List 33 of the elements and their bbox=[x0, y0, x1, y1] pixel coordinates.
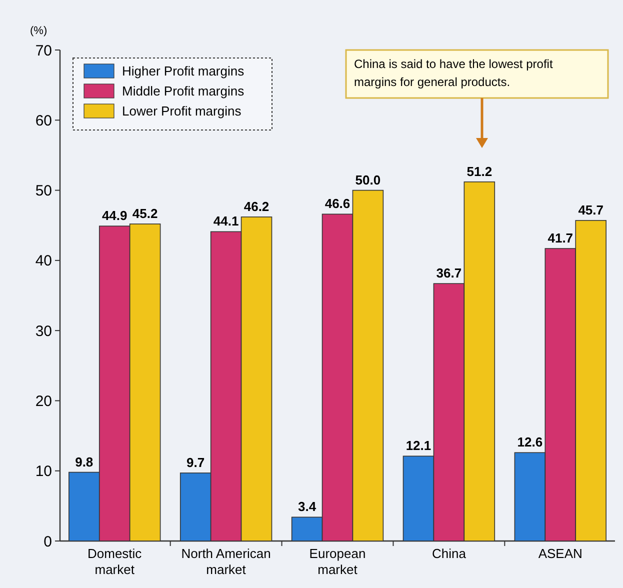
y-tick-label: 60 bbox=[35, 112, 52, 130]
y-tick-label: 30 bbox=[35, 322, 52, 340]
y-axis-title: (%) bbox=[30, 25, 48, 37]
x-tick-label: Domestic market bbox=[88, 546, 142, 577]
x-tick-label: ASEAN bbox=[538, 546, 582, 561]
y-tick-label: 40 bbox=[35, 252, 52, 270]
legend-label: Middle Profit margins bbox=[122, 84, 245, 99]
data-label: 50.0 bbox=[355, 172, 381, 188]
y-tick-label: 70 bbox=[35, 42, 52, 60]
data-label: 44.1 bbox=[213, 214, 239, 229]
data-label: 41.7 bbox=[548, 230, 574, 246]
legend-label: Lower Profit margins bbox=[122, 104, 242, 119]
data-label: 44.9 bbox=[102, 208, 128, 224]
data-label: 46.2 bbox=[244, 198, 270, 214]
y-tick-label: 20 bbox=[35, 392, 52, 410]
x-tick-label: European market bbox=[309, 546, 366, 577]
data-label: 12.6 bbox=[517, 434, 543, 450]
data-label: 45.7 bbox=[578, 202, 604, 218]
y-tick-label: 10 bbox=[35, 463, 52, 480]
x-tick-label: China bbox=[432, 546, 467, 561]
y-tick-label: 50 bbox=[35, 182, 52, 200]
data-label: 46.6 bbox=[324, 196, 350, 212]
data-label: 3.4 bbox=[298, 499, 317, 514]
legend-label: Higher Profit margins bbox=[122, 64, 245, 79]
data-label: 12.1 bbox=[406, 438, 432, 454]
data-label: 45.2 bbox=[132, 206, 158, 221]
annotation: China is said to have the lowest profit margins for general products. bbox=[354, 57, 554, 89]
data-label: 9.8 bbox=[75, 454, 94, 470]
data-label: 9.7 bbox=[186, 454, 205, 470]
data-label: 36.7 bbox=[436, 266, 462, 281]
data-label: 51.2 bbox=[466, 164, 492, 179]
y-tick-label: 0 bbox=[44, 533, 52, 550]
x-tick-label: North American market bbox=[181, 546, 271, 577]
